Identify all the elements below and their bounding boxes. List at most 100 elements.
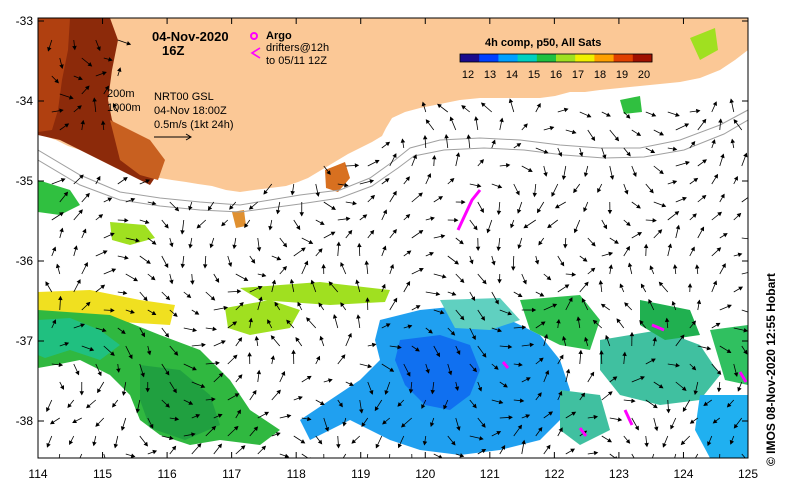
current-arrowhead <box>340 261 345 267</box>
current-arrowhead <box>584 336 589 342</box>
current-arrowhead <box>554 204 560 209</box>
current-arrowhead <box>195 414 201 419</box>
current-arrowhead <box>546 275 552 281</box>
current-arrowhead <box>556 318 561 324</box>
current-arrowhead <box>110 351 115 356</box>
current-arrowhead <box>559 354 564 360</box>
current-arrowhead <box>196 443 202 448</box>
current-arrowhead <box>521 439 526 445</box>
current-arrowhead <box>342 421 347 427</box>
current-arrowhead <box>552 303 558 308</box>
current-arrowhead <box>400 423 406 428</box>
current-arrowhead <box>659 169 664 175</box>
current-arrowhead <box>124 218 129 223</box>
current-arrowhead <box>517 208 522 214</box>
current-arrowhead <box>499 117 504 123</box>
current-arrowhead <box>268 225 273 231</box>
current-arrowhead <box>617 417 623 422</box>
current-arrowhead <box>201 342 206 348</box>
current-arrowhead <box>614 136 620 142</box>
current-arrowhead <box>544 370 550 375</box>
current-arrowhead <box>221 221 226 227</box>
current-arrowhead <box>369 229 375 235</box>
current-arrowhead <box>307 416 312 422</box>
argo-label: Argo <box>266 30 292 42</box>
current-arrowhead <box>289 278 295 284</box>
sst-warm-patch <box>325 162 350 192</box>
current-arrowhead <box>59 212 64 217</box>
current-arrowhead <box>425 368 430 374</box>
current-arrowhead <box>188 244 193 249</box>
current-arrowhead <box>722 233 728 238</box>
current-arrowhead <box>517 244 522 250</box>
current-arrowhead <box>55 263 61 269</box>
current-arrowhead <box>250 258 256 264</box>
current-arrowhead <box>406 281 411 286</box>
current-arrowhead <box>750 311 753 314</box>
current-arrowhead <box>151 310 157 315</box>
current-arrowhead <box>212 326 217 332</box>
current-arrowhead <box>519 398 525 403</box>
current-arrowhead <box>571 272 577 277</box>
current-arrowhead <box>693 177 699 183</box>
current-arrowhead <box>102 71 107 76</box>
current-arrowhead <box>743 328 748 333</box>
current-arrowhead <box>438 196 444 201</box>
current-arrowhead <box>543 172 548 177</box>
current-arrowhead <box>306 375 312 381</box>
current-arrowhead <box>202 264 208 269</box>
current-arrowhead <box>431 155 437 160</box>
current-arrow <box>342 453 347 458</box>
current-arrowhead <box>539 292 545 297</box>
current-arrowhead <box>720 153 725 159</box>
current-arrowhead <box>497 184 503 189</box>
current-arrowhead <box>326 170 331 175</box>
current-arrowhead <box>77 105 82 110</box>
current-arrowhead <box>63 191 69 197</box>
current-arrowhead <box>217 413 223 418</box>
sst-warm-patch <box>110 120 165 180</box>
current-arrowhead <box>80 119 85 125</box>
current-arrowhead <box>672 146 678 152</box>
current-arrowhead <box>517 424 523 430</box>
current-arrowhead <box>172 312 178 317</box>
current-arrowhead <box>435 352 440 358</box>
current-arrowhead <box>267 319 272 325</box>
current-arrowhead <box>584 281 589 287</box>
current-arrowhead <box>407 324 413 329</box>
current-arrowhead <box>104 85 109 91</box>
current-arrowhead <box>536 102 541 108</box>
colorbar <box>459 53 653 63</box>
current-arrowhead <box>59 385 64 390</box>
drifters-label-1: drifters@12h <box>266 42 329 54</box>
header-time: 16Z <box>162 43 184 58</box>
current-arrowhead <box>58 362 64 368</box>
current-arrowhead <box>418 192 423 197</box>
current-arrowhead <box>248 317 253 323</box>
current-arrowhead <box>85 192 90 198</box>
current-arrowhead <box>687 283 693 288</box>
current-arrowhead <box>671 300 676 306</box>
current-arrowhead <box>122 177 128 182</box>
current-arrowhead <box>98 214 104 219</box>
current-arrowhead <box>531 307 537 313</box>
current-arrowhead <box>622 351 627 357</box>
current-arrowhead <box>233 425 239 431</box>
current-arrowhead <box>447 370 453 376</box>
current-arrowhead <box>529 342 535 348</box>
current-arrowhead <box>385 323 391 328</box>
current-arrowhead <box>637 232 643 237</box>
colorbar-tick-label: 18 <box>594 69 606 81</box>
current-arrowhead <box>145 179 151 184</box>
current-arrowhead <box>571 411 577 416</box>
current-arrowhead <box>455 152 461 157</box>
current-arrowhead <box>171 445 177 451</box>
current-arrowhead <box>321 263 326 269</box>
current-arrowhead <box>196 223 202 229</box>
current-arrowhead <box>296 225 301 231</box>
current-arrowhead <box>592 319 598 325</box>
current-arrowhead <box>609 175 615 180</box>
current-arrowhead <box>626 221 631 227</box>
current-arrowhead <box>627 262 633 268</box>
current-arrowhead <box>675 112 680 117</box>
